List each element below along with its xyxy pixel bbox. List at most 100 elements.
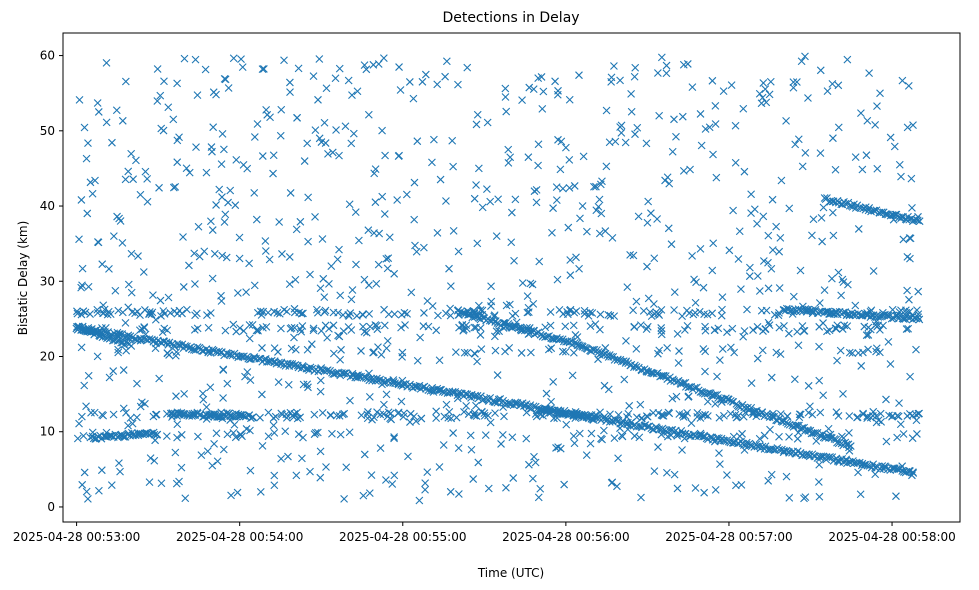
data-point <box>908 411 917 420</box>
data-point <box>769 413 777 422</box>
data-point <box>539 411 547 420</box>
data-point <box>508 324 517 332</box>
x-tick-label: 2025-04-28 00:54:00 <box>176 530 303 544</box>
data-point <box>873 164 882 173</box>
data-point <box>286 359 295 368</box>
data-point <box>767 373 776 382</box>
data-point <box>511 309 520 318</box>
data-point <box>768 195 777 204</box>
data-point <box>553 275 562 284</box>
data-point <box>586 322 595 331</box>
data-point <box>261 237 270 245</box>
data-point <box>661 176 669 185</box>
data-point <box>791 140 800 149</box>
data-point <box>653 69 662 77</box>
data-point <box>367 374 376 383</box>
data-point <box>320 293 329 302</box>
data-point <box>534 140 543 149</box>
data-point <box>470 309 479 318</box>
data-point <box>322 84 331 93</box>
data-point <box>570 182 579 190</box>
data-point <box>223 430 232 439</box>
data-point <box>116 217 125 225</box>
data-point <box>711 120 720 128</box>
data-point <box>371 198 380 207</box>
data-point <box>739 332 748 341</box>
data-point <box>134 429 143 438</box>
data-point <box>889 215 898 224</box>
data-point <box>575 264 583 273</box>
data-point <box>759 212 768 221</box>
data-point <box>258 344 266 352</box>
data-point <box>114 348 123 357</box>
data-point <box>143 429 152 438</box>
data-point <box>701 322 709 331</box>
data-point <box>455 310 463 319</box>
data-point <box>359 322 367 331</box>
data-point <box>824 307 833 316</box>
data-point <box>558 335 567 344</box>
data-point <box>902 215 911 224</box>
data-point <box>151 344 160 353</box>
data-point <box>390 471 399 480</box>
data-point <box>413 356 422 365</box>
data-point <box>613 482 621 491</box>
data-point <box>198 347 207 355</box>
data-point <box>484 411 492 420</box>
data-point <box>189 346 198 354</box>
data-point <box>221 210 230 219</box>
data-point <box>741 408 750 417</box>
data-point <box>381 151 389 160</box>
data-point <box>740 327 749 335</box>
data-point <box>153 430 162 439</box>
data-point <box>264 432 273 441</box>
data-point <box>352 260 360 269</box>
data-point <box>779 306 788 314</box>
data-point <box>825 326 834 335</box>
data-point <box>256 487 265 496</box>
data-point <box>700 488 709 497</box>
data-point <box>287 344 296 353</box>
x-tick-label: 2025-04-28 00:55:00 <box>339 530 466 544</box>
data-point <box>99 411 108 420</box>
data-point <box>903 123 912 132</box>
data-point <box>784 329 793 338</box>
data-point <box>717 398 726 406</box>
data-point <box>162 432 171 440</box>
data-point <box>804 408 813 417</box>
data-point <box>93 305 102 314</box>
data-point <box>815 299 824 307</box>
data-point <box>634 212 643 221</box>
data-point <box>277 454 285 463</box>
data-point <box>688 83 697 92</box>
data-point <box>347 139 356 148</box>
data-point <box>282 414 291 422</box>
data-point <box>863 311 872 320</box>
data-point <box>114 306 123 315</box>
data-point <box>385 233 394 242</box>
data-point <box>491 398 500 407</box>
data-point <box>753 272 762 280</box>
data-point <box>906 372 914 381</box>
data-point <box>173 79 181 88</box>
data-point <box>565 155 574 164</box>
data-point <box>719 87 728 96</box>
data-point <box>843 322 852 331</box>
data-point <box>623 425 632 434</box>
data-point <box>127 428 136 437</box>
data-point <box>896 420 905 429</box>
data-point <box>453 391 462 400</box>
data-point <box>230 420 239 429</box>
data-point <box>269 421 278 430</box>
data-point <box>101 323 110 332</box>
data-point <box>832 324 841 333</box>
data-point <box>643 218 652 227</box>
data-point <box>290 304 299 313</box>
data-point <box>834 81 843 90</box>
data-point <box>440 412 449 421</box>
data-point <box>222 253 231 262</box>
data-point <box>226 186 235 195</box>
data-point <box>908 434 917 443</box>
data-point <box>411 241 419 250</box>
data-point <box>270 307 279 316</box>
